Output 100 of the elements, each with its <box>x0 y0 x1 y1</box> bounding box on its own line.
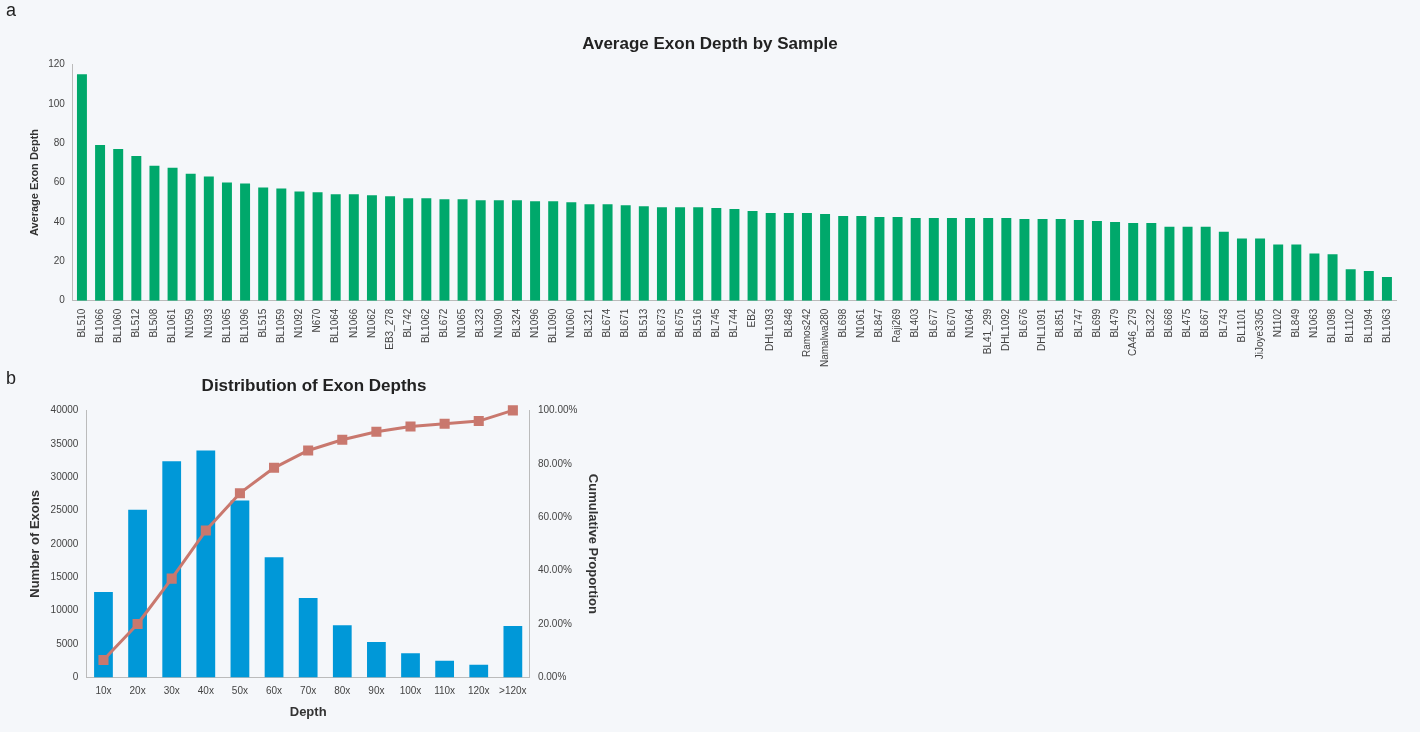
y-tick-label: 0 <box>72 671 79 683</box>
point <box>439 418 450 429</box>
x-tick-label: BL744 <box>728 308 740 338</box>
bar <box>638 206 649 301</box>
bar <box>747 211 758 301</box>
y2-axis-title: Cumulative Proportion <box>585 473 601 615</box>
x-tick-label: N1092 <box>293 308 305 339</box>
bar <box>584 204 595 301</box>
x-tick-label: BL747 <box>1072 308 1084 338</box>
x-tick-label: BL322 <box>1145 308 1157 338</box>
bar <box>167 167 178 301</box>
point <box>98 655 109 666</box>
bar <box>1110 221 1121 301</box>
bar <box>128 509 147 678</box>
text: a <box>6 0 17 21</box>
point <box>303 445 314 456</box>
x-tick-label: BL1066 <box>93 308 105 344</box>
y-tick-label: 120 <box>48 58 66 70</box>
bar <box>366 195 377 301</box>
x-tick-label: N1065 <box>456 308 468 339</box>
y-tick-label: 15000 <box>50 571 79 583</box>
x-axis-title: Depth <box>289 703 327 719</box>
x-tick-label: BL1060 <box>111 308 123 344</box>
x-tick-label: BL1102 <box>1344 308 1356 343</box>
bar <box>113 149 124 301</box>
y2-tick-label: 60.00% <box>537 510 572 522</box>
bar <box>367 642 386 678</box>
bar <box>1164 226 1175 301</box>
x-tick-label: 60x <box>265 685 283 697</box>
bar <box>131 155 142 301</box>
bar <box>1273 244 1284 301</box>
x-tick-label: BL667 <box>1199 308 1211 338</box>
bar <box>493 200 504 301</box>
bar <box>385 196 396 301</box>
x-tick-label: N1090 <box>492 308 504 339</box>
x-tick-label: BL1063 <box>1380 308 1392 344</box>
bar <box>946 217 957 301</box>
bar <box>693 207 704 301</box>
y-tick-label: 40 <box>53 215 66 227</box>
point <box>405 421 416 432</box>
x-tick-label: BL512 <box>130 308 142 338</box>
x-tick-label: 30x <box>163 685 180 697</box>
bar <box>801 213 812 301</box>
bar <box>264 557 284 678</box>
x-tick-label: N1062 <box>365 308 377 339</box>
bar <box>94 591 113 678</box>
bar <box>276 188 287 301</box>
bar <box>1363 271 1374 301</box>
point <box>234 488 245 499</box>
bar <box>838 215 849 301</box>
x-tick-label: CA46_279 <box>1126 308 1138 356</box>
bar <box>240 183 251 301</box>
y-tick-label: 30000 <box>50 470 79 482</box>
bar <box>401 653 420 678</box>
bar <box>330 194 341 301</box>
x-tick-label: BL847 <box>873 308 885 338</box>
bar <box>1146 222 1157 301</box>
bar <box>469 664 489 678</box>
x-tick-label: N670 <box>311 308 323 333</box>
y-tick-label: 60 <box>53 176 66 188</box>
x-tick-label: DHL1093 <box>764 308 776 351</box>
x-tick-label: BL676 <box>1018 308 1030 338</box>
bar <box>1218 231 1229 301</box>
bar <box>820 214 831 301</box>
x-tick-label: BL1064 <box>329 308 341 344</box>
x-tick-label: BL670 <box>945 308 957 338</box>
bar <box>1236 238 1247 301</box>
bar <box>1073 219 1084 301</box>
bar <box>348 194 359 301</box>
x-tick-label: 80x <box>334 685 351 697</box>
bar <box>566 202 577 301</box>
bar <box>548 201 559 301</box>
y2-tick-label: 20.00% <box>537 617 572 629</box>
x-tick-label: DHL1092 <box>1000 308 1012 351</box>
point <box>337 434 348 445</box>
bar <box>729 209 740 301</box>
y-tick-label: 10000 <box>50 604 79 616</box>
x-tick-label: BL1096 <box>238 308 250 344</box>
bar <box>928 217 939 301</box>
bar <box>856 215 867 301</box>
x-tick-label: 40x <box>197 685 214 697</box>
bar <box>1345 269 1356 301</box>
bar <box>421 198 432 301</box>
x-tick-label: BL671 <box>619 308 631 338</box>
x-tick-label: Raji269 <box>891 308 903 343</box>
y2-tick-label: 40.00% <box>537 564 572 576</box>
bar <box>1019 218 1030 301</box>
bar <box>965 217 976 301</box>
x-tick-label: BL742 <box>401 308 413 338</box>
bar <box>511 200 522 301</box>
bar <box>620 205 631 301</box>
point <box>166 573 177 584</box>
point <box>371 426 382 437</box>
bar <box>435 660 455 678</box>
x-tick-label: BL1062 <box>420 308 432 344</box>
x-tick-label: 110x <box>434 685 456 697</box>
bar <box>711 208 722 301</box>
x-tick-label: BL324 <box>510 308 522 338</box>
bar <box>294 191 305 301</box>
x-tick-label: BL475 <box>1181 308 1193 338</box>
